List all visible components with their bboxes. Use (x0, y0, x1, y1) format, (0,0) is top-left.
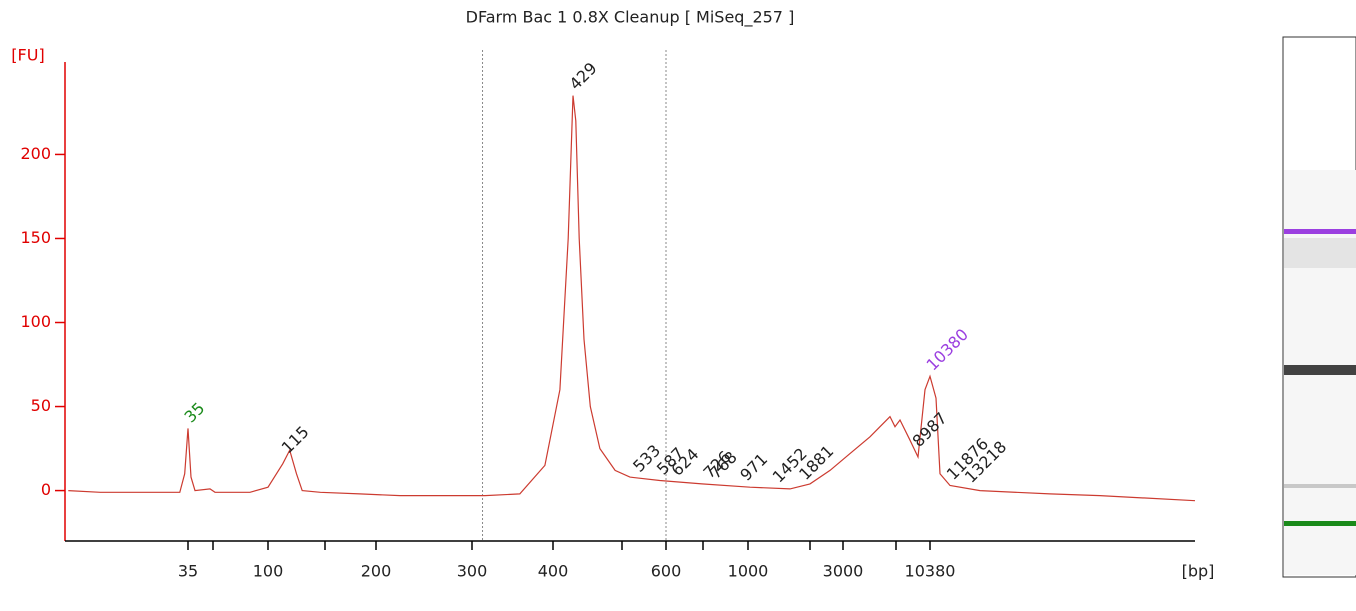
peak-label: 429 (566, 59, 601, 94)
x-tick-label: 300 (457, 562, 488, 581)
y-tick-label: 100 (20, 312, 51, 331)
peak-label: 8987 (909, 409, 951, 451)
x-axis-label: [bp] (1182, 562, 1215, 581)
x-tick-label: 10380 (905, 562, 956, 581)
gel-smear (1284, 238, 1356, 268)
x-tick-label: 400 (538, 562, 569, 581)
gel-band (1284, 484, 1356, 488)
gel-lower-marker (1284, 521, 1356, 526)
x-tick-label: 1000 (728, 562, 769, 581)
peak-label: 35 (181, 399, 209, 427)
y-axis-label: [FU] (11, 46, 44, 65)
peak-label: 1881 (795, 441, 837, 483)
gel-upper-marker (1284, 229, 1356, 234)
x-tick-label: 200 (361, 562, 392, 581)
y-tick-label: 200 (20, 144, 51, 163)
gel-main-band (1284, 365, 1356, 375)
peak-label: 10380 (923, 325, 972, 374)
x-tick-label: 3000 (823, 562, 864, 581)
y-tick-label: 0 (41, 480, 51, 499)
x-tick-label: 600 (651, 562, 682, 581)
peak-label: 115 (278, 422, 313, 457)
trace (68, 95, 1196, 502)
x-tick-label: 100 (253, 562, 284, 581)
y-tick-label: 150 (20, 228, 51, 247)
y-tick-label: 50 (31, 396, 51, 415)
gel-lane (1282, 36, 1356, 578)
peak-label: 971 (736, 450, 771, 485)
chart-title: DFarm Bac 1 0.8X Cleanup [ MiSeq_257 ] (466, 8, 795, 28)
x-tick-label: 35 (178, 562, 198, 581)
